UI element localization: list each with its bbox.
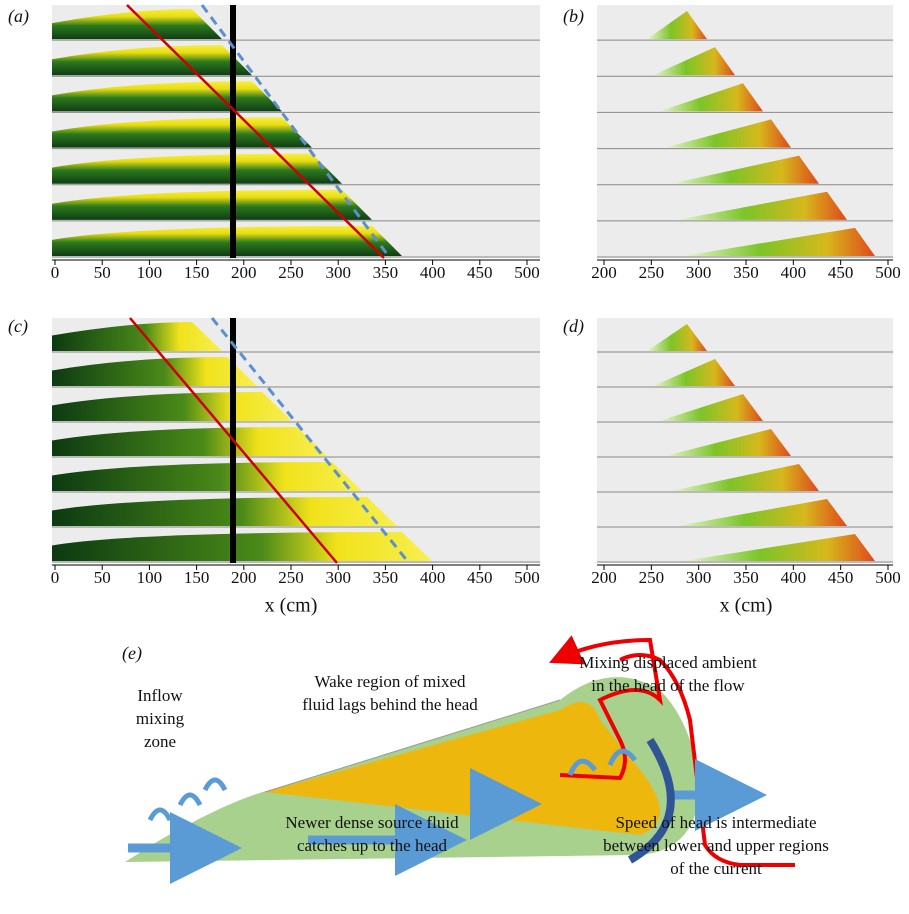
x-tick-label: 200 (591, 263, 617, 282)
annotation: fluid lags behind the head (302, 695, 478, 714)
x-tick-label: 0 (51, 568, 60, 587)
x-tick-label: 350 (373, 263, 399, 282)
blue-dash (200, 4, 392, 259)
x-tick-label: 350 (733, 568, 759, 587)
x-tick-label: 500 (514, 263, 540, 282)
diagram (125, 635, 795, 884)
current (52, 532, 432, 561)
annotation: mixing (136, 709, 185, 728)
current (52, 427, 327, 456)
x-tick-label: 400 (420, 263, 446, 282)
current (52, 357, 257, 386)
x-tick-label: 500 (875, 263, 901, 282)
current (647, 324, 707, 351)
x-tick-label: 100 (137, 263, 163, 282)
current (52, 462, 362, 491)
annotation: zone (144, 732, 176, 751)
current (671, 155, 819, 184)
blue-dash (210, 317, 411, 564)
current (659, 83, 763, 112)
x-tick-label: 300 (325, 263, 351, 282)
red-line (129, 317, 338, 564)
panel-label: (c) (8, 316, 28, 337)
current (671, 464, 819, 491)
x-tick-label: 500 (514, 568, 540, 587)
red-line (126, 4, 385, 259)
current (683, 227, 875, 256)
x-tick-label: 450 (467, 568, 493, 587)
current (665, 429, 791, 456)
current (52, 9, 222, 40)
x-tick-label: 350 (373, 568, 399, 587)
current (52, 45, 252, 76)
annotation: Inflow (137, 686, 183, 705)
x-tick-label: 450 (828, 568, 854, 587)
annotation: Mixing displaced ambient (579, 653, 757, 672)
annotation: Speed of head is intermediate (615, 813, 816, 832)
bar (230, 5, 236, 258)
current (677, 191, 847, 220)
x-tick-label: 400 (420, 568, 446, 587)
annotation: between lower and upper regions (603, 836, 829, 855)
x-tick-label: 250 (278, 263, 304, 282)
x-tick-label: 450 (828, 263, 854, 282)
photos (52, 4, 893, 564)
current (52, 153, 342, 184)
x-tick-label: 200 (231, 263, 257, 282)
texts: 0 50 100 150 200 250 300 350 400 450 500(a)200 250 3… (8, 6, 901, 878)
x-tick-label: 250 (278, 568, 304, 587)
current (52, 225, 402, 256)
x-tick-label: 150 (184, 568, 210, 587)
current (677, 499, 847, 526)
x-tick-label: 300 (686, 263, 712, 282)
x-tick-label: 150 (184, 263, 210, 282)
current (52, 81, 282, 112)
x-tick-label: 50 (94, 263, 111, 282)
panel-label: (d) (563, 316, 584, 337)
current (52, 497, 397, 526)
x-axis-label: x (cm) (720, 595, 773, 617)
panel-label: (a) (8, 6, 29, 27)
x-tick-label: 400 (781, 263, 807, 282)
x-tick-label: 350 (733, 263, 759, 282)
current (52, 189, 372, 220)
panel-label: (b) (563, 6, 584, 27)
x-tick-label: 0 (51, 263, 60, 282)
panel-label: (e) (122, 643, 142, 664)
current (653, 359, 735, 386)
annotation: of the current (670, 859, 762, 878)
x-tick-label: 500 (875, 568, 901, 587)
current (647, 11, 707, 40)
x-tick-label: 300 (686, 568, 712, 587)
x-tick-label: 250 (639, 263, 665, 282)
current (52, 322, 222, 351)
current (52, 117, 312, 148)
annotation: catches up to the head (297, 836, 448, 855)
x-tick-label: 200 (231, 568, 257, 587)
x-tick-label: 400 (781, 568, 807, 587)
annotation: in the head of the flow (591, 676, 745, 695)
x-axis-label: x (cm) (265, 595, 318, 617)
current (659, 394, 763, 421)
axes (52, 259, 893, 570)
x-tick-label: 200 (591, 568, 617, 587)
current (665, 119, 791, 148)
x-tick-label: 450 (467, 263, 493, 282)
x-tick-label: 250 (639, 568, 665, 587)
current (683, 534, 875, 561)
x-tick-label: 300 (325, 568, 351, 587)
x-tick-label: 50 (94, 568, 111, 587)
current (653, 47, 735, 76)
x-tick-label: 100 (137, 568, 163, 587)
annotation: Wake region of mixed (314, 672, 466, 691)
annotation: Newer dense source fluid (285, 813, 459, 832)
